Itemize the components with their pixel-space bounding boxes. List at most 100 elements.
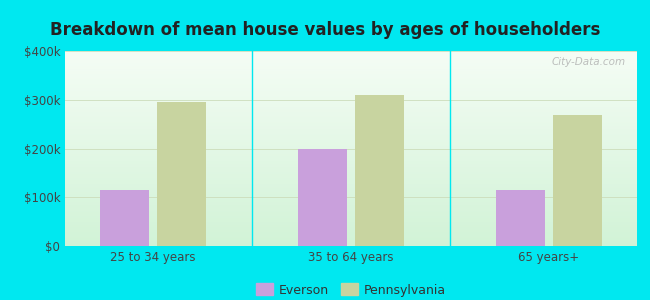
Bar — [65, 129, 637, 130]
Bar — [65, 78, 637, 79]
Text: City-Data.com: City-Data.com — [551, 57, 625, 67]
Bar — [65, 96, 637, 97]
Bar — [65, 234, 637, 235]
Bar — [65, 114, 637, 115]
Bar — [65, 70, 637, 71]
Bar — [65, 138, 637, 139]
Bar — [65, 102, 637, 103]
Bar — [65, 230, 637, 231]
Bar — [65, 177, 637, 178]
Bar — [65, 156, 637, 157]
Bar — [65, 152, 637, 153]
Bar — [65, 120, 637, 121]
Bar — [65, 233, 637, 234]
Bar — [65, 59, 637, 60]
Bar — [65, 195, 637, 196]
Bar — [65, 242, 637, 243]
Bar — [65, 146, 637, 148]
Bar — [65, 54, 637, 55]
Bar — [65, 77, 637, 78]
Bar — [65, 111, 637, 112]
Bar — [65, 105, 637, 106]
Bar — [65, 106, 637, 107]
Bar — [65, 240, 637, 241]
Bar — [65, 81, 637, 82]
Bar — [65, 182, 637, 183]
Bar — [496, 190, 545, 246]
Bar — [65, 118, 637, 119]
Bar — [65, 244, 637, 245]
Bar — [65, 180, 637, 181]
Bar — [65, 64, 637, 66]
Bar — [65, 107, 637, 109]
Bar — [65, 245, 637, 246]
Bar — [65, 67, 637, 68]
Bar — [65, 162, 637, 163]
Bar — [65, 58, 637, 59]
Bar — [65, 217, 637, 218]
Bar — [65, 238, 637, 239]
Bar — [65, 136, 637, 137]
Bar — [65, 171, 637, 172]
Bar — [65, 113, 637, 114]
Bar — [65, 144, 637, 145]
Legend: Everson, Pennsylvania: Everson, Pennsylvania — [251, 279, 451, 300]
Bar — [65, 206, 637, 207]
Bar — [65, 214, 637, 215]
Bar — [65, 204, 637, 205]
Bar — [65, 212, 637, 213]
Bar — [65, 143, 637, 144]
Bar — [65, 55, 637, 56]
Bar — [65, 205, 637, 206]
Bar — [65, 68, 637, 70]
Bar — [65, 213, 637, 214]
Bar — [65, 71, 637, 72]
Bar — [65, 241, 637, 242]
Bar — [65, 53, 637, 54]
Bar — [65, 163, 637, 164]
Bar — [65, 145, 637, 146]
Bar — [65, 132, 637, 133]
Bar — [552, 115, 602, 246]
Bar — [65, 232, 637, 233]
Bar — [65, 76, 637, 77]
Bar — [65, 99, 637, 100]
Bar — [65, 92, 637, 93]
Bar — [65, 237, 637, 238]
Bar — [65, 88, 637, 89]
Bar — [65, 148, 637, 149]
Bar — [65, 115, 637, 116]
Bar — [65, 80, 637, 81]
Bar — [65, 235, 637, 236]
Bar — [65, 140, 637, 141]
Bar — [65, 215, 637, 216]
Bar — [65, 185, 637, 187]
Bar — [298, 148, 348, 246]
Bar — [65, 184, 637, 185]
Bar — [65, 223, 637, 224]
Bar — [65, 229, 637, 230]
Bar — [65, 74, 637, 75]
Bar — [65, 127, 637, 128]
Bar — [65, 173, 637, 174]
Bar — [65, 83, 637, 84]
Bar — [65, 159, 637, 160]
Bar — [65, 216, 637, 217]
Bar — [65, 174, 637, 175]
Bar — [65, 134, 637, 135]
Bar — [65, 93, 637, 94]
Bar — [65, 224, 637, 226]
Bar — [65, 207, 637, 208]
Bar — [65, 128, 637, 129]
Bar — [65, 196, 637, 197]
Bar — [65, 175, 637, 176]
Bar — [65, 150, 637, 152]
Text: Breakdown of mean house values by ages of householders: Breakdown of mean house values by ages o… — [50, 21, 600, 39]
Bar — [65, 168, 637, 169]
Bar — [65, 172, 637, 173]
Bar — [65, 165, 637, 166]
Bar — [65, 199, 637, 200]
Bar — [65, 149, 637, 150]
Bar — [65, 236, 637, 237]
Bar — [65, 57, 637, 58]
